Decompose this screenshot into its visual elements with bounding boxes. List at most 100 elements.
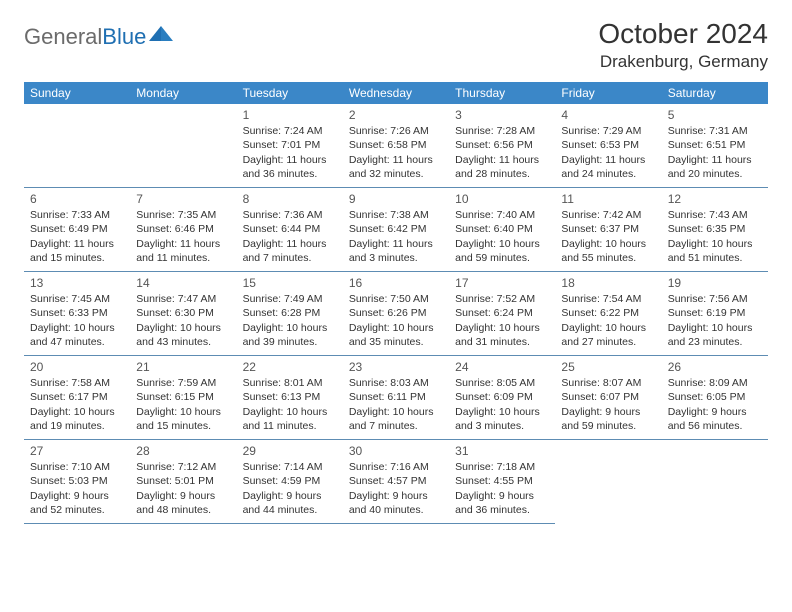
sunrise-text: Sunrise: 8:03 AM: [349, 376, 443, 390]
sunset-text: Sunset: 4:59 PM: [243, 474, 337, 488]
weekday-header: Sunday: [24, 82, 130, 104]
weekday-header: Friday: [555, 82, 661, 104]
sunset-text: Sunset: 6:33 PM: [30, 306, 124, 320]
daylight-text: Daylight: 10 hours: [136, 405, 230, 419]
calendar-cell: 23Sunrise: 8:03 AMSunset: 6:11 PMDayligh…: [343, 356, 449, 440]
calendar-cell: 17Sunrise: 7:52 AMSunset: 6:24 PMDayligh…: [449, 272, 555, 356]
daylight-text: Daylight: 11 hours: [349, 153, 443, 167]
daylight-text: and 7 minutes.: [243, 251, 337, 265]
calendar-cell: 25Sunrise: 8:07 AMSunset: 6:07 PMDayligh…: [555, 356, 661, 440]
daylight-text: Daylight: 11 hours: [136, 237, 230, 251]
sunrise-text: Sunrise: 7:12 AM: [136, 460, 230, 474]
sunrise-text: Sunrise: 7:54 AM: [561, 292, 655, 306]
sunset-text: Sunset: 6:13 PM: [243, 390, 337, 404]
day-number: 21: [136, 359, 230, 375]
calendar-cell: 28Sunrise: 7:12 AMSunset: 5:01 PMDayligh…: [130, 440, 236, 524]
daylight-text: and 23 minutes.: [668, 335, 762, 349]
calendar-cell: 18Sunrise: 7:54 AMSunset: 6:22 PMDayligh…: [555, 272, 661, 356]
daylight-text: Daylight: 11 hours: [30, 237, 124, 251]
sunrise-text: Sunrise: 7:40 AM: [455, 208, 549, 222]
daylight-text: and 24 minutes.: [561, 167, 655, 181]
daylight-text: and 52 minutes.: [30, 503, 124, 517]
day-number: 8: [243, 191, 337, 207]
day-number: 6: [30, 191, 124, 207]
day-number: 2: [349, 107, 443, 123]
daylight-text: Daylight: 11 hours: [243, 237, 337, 251]
calendar-cell: 7Sunrise: 7:35 AMSunset: 6:46 PMDaylight…: [130, 188, 236, 272]
sunrise-text: Sunrise: 7:49 AM: [243, 292, 337, 306]
daylight-text: and 36 minutes.: [243, 167, 337, 181]
sunset-text: Sunset: 6:11 PM: [349, 390, 443, 404]
calendar-cell: 21Sunrise: 7:59 AMSunset: 6:15 PMDayligh…: [130, 356, 236, 440]
title-block: October 2024 Drakenburg, Germany: [598, 18, 768, 72]
calendar-cell: [662, 440, 768, 524]
calendar-header-row: Sunday Monday Tuesday Wednesday Thursday…: [24, 82, 768, 104]
sunrise-text: Sunrise: 7:10 AM: [30, 460, 124, 474]
sunrise-text: Sunrise: 7:24 AM: [243, 124, 337, 138]
sunset-text: Sunset: 4:57 PM: [349, 474, 443, 488]
sunrise-text: Sunrise: 7:18 AM: [455, 460, 549, 474]
daylight-text: Daylight: 10 hours: [243, 321, 337, 335]
daylight-text: Daylight: 10 hours: [243, 405, 337, 419]
calendar-cell: [555, 440, 661, 524]
calendar-cell: 2Sunrise: 7:26 AMSunset: 6:58 PMDaylight…: [343, 104, 449, 188]
day-number: 18: [561, 275, 655, 291]
daylight-text: Daylight: 11 hours: [561, 153, 655, 167]
calendar-cell: 19Sunrise: 7:56 AMSunset: 6:19 PMDayligh…: [662, 272, 768, 356]
calendar-body: 1Sunrise: 7:24 AMSunset: 7:01 PMDaylight…: [24, 104, 768, 524]
daylight-text: Daylight: 9 hours: [136, 489, 230, 503]
sunset-text: Sunset: 6:05 PM: [668, 390, 762, 404]
sunrise-text: Sunrise: 7:59 AM: [136, 376, 230, 390]
daylight-text: Daylight: 10 hours: [30, 405, 124, 419]
daylight-text: and 56 minutes.: [668, 419, 762, 433]
sunrise-text: Sunrise: 7:31 AM: [668, 124, 762, 138]
calendar-cell: 24Sunrise: 8:05 AMSunset: 6:09 PMDayligh…: [449, 356, 555, 440]
daylight-text: Daylight: 10 hours: [349, 405, 443, 419]
sunset-text: Sunset: 6:58 PM: [349, 138, 443, 152]
daylight-text: and 27 minutes.: [561, 335, 655, 349]
weekday-header: Tuesday: [237, 82, 343, 104]
month-title: October 2024: [598, 18, 768, 50]
calendar-cell: 8Sunrise: 7:36 AMSunset: 6:44 PMDaylight…: [237, 188, 343, 272]
calendar-cell: 31Sunrise: 7:18 AMSunset: 4:55 PMDayligh…: [449, 440, 555, 524]
sunrise-text: Sunrise: 7:33 AM: [30, 208, 124, 222]
day-number: 25: [561, 359, 655, 375]
daylight-text: and 32 minutes.: [349, 167, 443, 181]
daylight-text: and 3 minutes.: [455, 419, 549, 433]
daylight-text: Daylight: 9 hours: [455, 489, 549, 503]
sunset-text: Sunset: 6:09 PM: [455, 390, 549, 404]
daylight-text: and 15 minutes.: [136, 419, 230, 433]
sunset-text: Sunset: 6:26 PM: [349, 306, 443, 320]
daylight-text: and 51 minutes.: [668, 251, 762, 265]
calendar-cell: 16Sunrise: 7:50 AMSunset: 6:26 PMDayligh…: [343, 272, 449, 356]
sunset-text: Sunset: 7:01 PM: [243, 138, 337, 152]
sunrise-text: Sunrise: 7:58 AM: [30, 376, 124, 390]
calendar-cell: 22Sunrise: 8:01 AMSunset: 6:13 PMDayligh…: [237, 356, 343, 440]
calendar-cell: [130, 104, 236, 188]
daylight-text: Daylight: 10 hours: [668, 321, 762, 335]
calendar-cell: 27Sunrise: 7:10 AMSunset: 5:03 PMDayligh…: [24, 440, 130, 524]
daylight-text: and 11 minutes.: [243, 419, 337, 433]
calendar-cell: 30Sunrise: 7:16 AMSunset: 4:57 PMDayligh…: [343, 440, 449, 524]
sunset-text: Sunset: 6:24 PM: [455, 306, 549, 320]
daylight-text: and 28 minutes.: [455, 167, 549, 181]
daylight-text: and 36 minutes.: [455, 503, 549, 517]
sunrise-text: Sunrise: 7:45 AM: [30, 292, 124, 306]
sunrise-text: Sunrise: 7:42 AM: [561, 208, 655, 222]
sunset-text: Sunset: 6:56 PM: [455, 138, 549, 152]
daylight-text: Daylight: 11 hours: [668, 153, 762, 167]
daylight-text: Daylight: 10 hours: [349, 321, 443, 335]
sunset-text: Sunset: 5:01 PM: [136, 474, 230, 488]
day-number: 26: [668, 359, 762, 375]
daylight-text: and 3 minutes.: [349, 251, 443, 265]
daylight-text: and 44 minutes.: [243, 503, 337, 517]
day-number: 4: [561, 107, 655, 123]
sunrise-text: Sunrise: 8:07 AM: [561, 376, 655, 390]
daylight-text: and 11 minutes.: [136, 251, 230, 265]
calendar-cell: 5Sunrise: 7:31 AMSunset: 6:51 PMDaylight…: [662, 104, 768, 188]
calendar-cell: 26Sunrise: 8:09 AMSunset: 6:05 PMDayligh…: [662, 356, 768, 440]
daylight-text: and 15 minutes.: [30, 251, 124, 265]
sunset-text: Sunset: 6:46 PM: [136, 222, 230, 236]
daylight-text: Daylight: 9 hours: [668, 405, 762, 419]
calendar-cell: 6Sunrise: 7:33 AMSunset: 6:49 PMDaylight…: [24, 188, 130, 272]
